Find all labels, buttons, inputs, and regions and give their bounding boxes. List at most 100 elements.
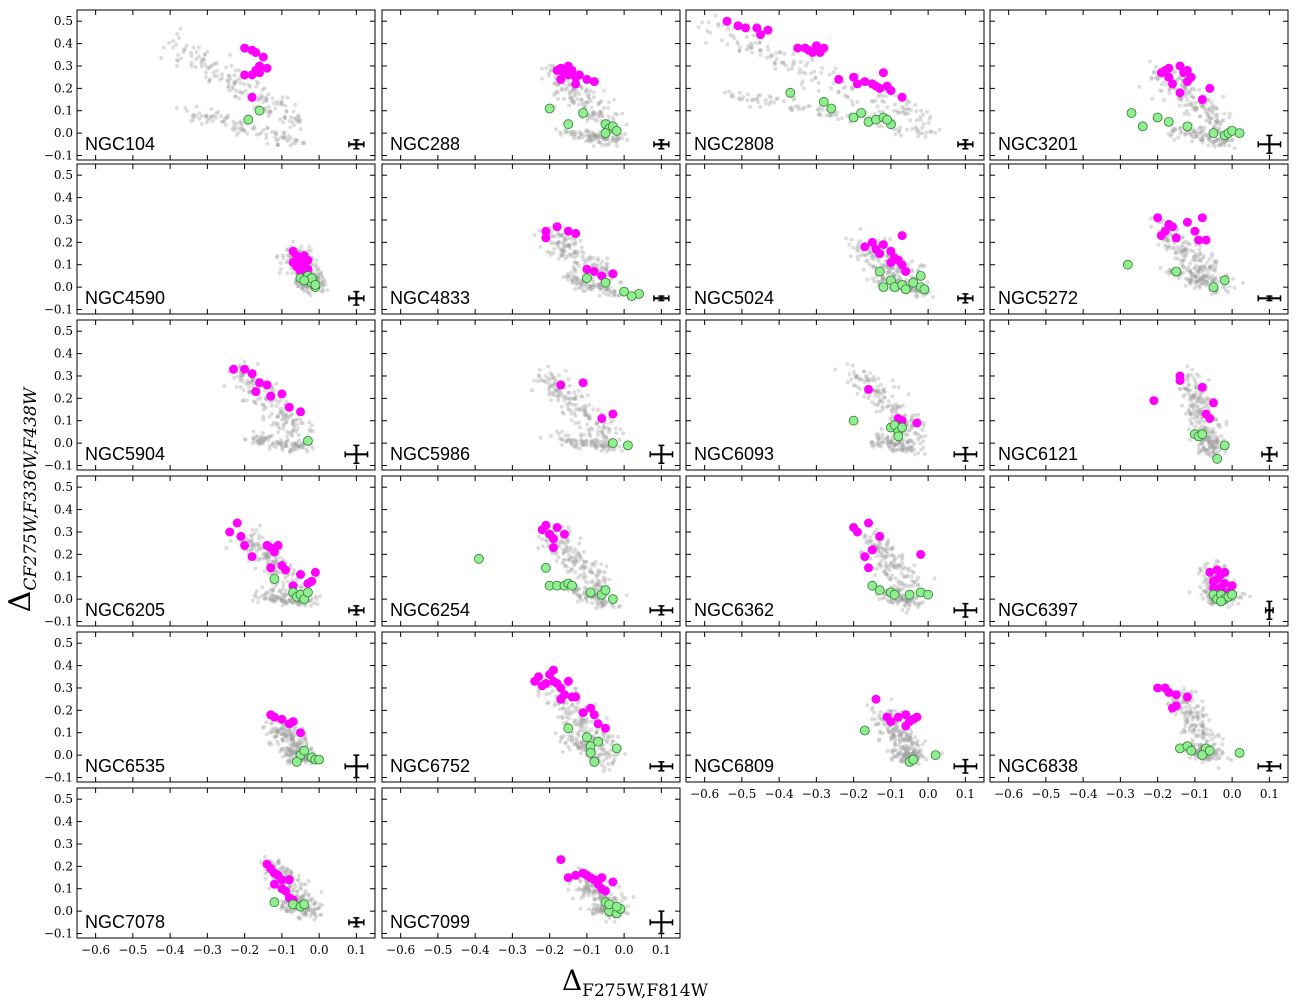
background-star [199, 61, 204, 66]
background-star [1200, 133, 1205, 138]
background-star [766, 48, 771, 53]
background-star [571, 279, 576, 284]
background-star [817, 111, 822, 116]
magenta-star [574, 70, 584, 80]
background-star [879, 558, 884, 563]
background-star [279, 102, 284, 106]
magenta-star [255, 378, 264, 388]
background-star [758, 48, 763, 53]
background-star [589, 570, 594, 575]
background-star [1186, 242, 1190, 246]
background-star [597, 425, 601, 430]
background-star [559, 538, 564, 543]
background-star [239, 373, 244, 378]
background-star [296, 443, 301, 448]
background-star [1186, 427, 1191, 432]
background-star [700, 20, 705, 25]
background-star [295, 602, 300, 607]
background-star [599, 109, 604, 114]
background-star [260, 556, 265, 561]
background-star [191, 112, 196, 117]
background-star [1211, 446, 1216, 451]
background-star [601, 265, 606, 270]
background-star [895, 108, 900, 113]
background-star [281, 422, 286, 427]
background-star [302, 140, 307, 145]
background-star [278, 596, 283, 601]
background-star [910, 126, 915, 131]
background-star [266, 104, 271, 109]
background-star [881, 554, 886, 559]
background-star [582, 412, 587, 417]
background-star [880, 98, 885, 103]
background-star [256, 438, 261, 443]
background-star [241, 128, 246, 133]
background-star [288, 447, 293, 452]
background-star [790, 63, 795, 68]
background-star [257, 547, 261, 551]
magenta-star [560, 529, 569, 539]
background-star [1195, 403, 1200, 408]
background-star [1175, 77, 1180, 82]
background-star [731, 94, 736, 99]
background-star [892, 443, 897, 448]
background-star [895, 404, 900, 409]
background-star [1202, 274, 1207, 278]
background-star [571, 136, 576, 141]
background-star [1192, 394, 1197, 399]
background-star [298, 444, 303, 449]
background-star [905, 599, 910, 604]
background-star [596, 135, 601, 140]
background-star [1217, 422, 1222, 427]
background-star [244, 398, 249, 403]
background-star [567, 96, 572, 101]
background-star [1207, 120, 1212, 125]
background-star [175, 58, 180, 63]
background-star [594, 446, 598, 451]
ticks [990, 10, 1288, 160]
background-star [1197, 270, 1202, 275]
background-star [858, 226, 863, 231]
background-star [573, 267, 577, 272]
background-star [300, 442, 305, 447]
background-star [875, 388, 880, 393]
background-star [1209, 438, 1214, 443]
panel-label: NGC5986 [390, 444, 470, 464]
background-star [599, 443, 604, 448]
background-star [877, 399, 882, 404]
background-star [602, 137, 607, 142]
background-star [1182, 246, 1187, 251]
green-star [585, 587, 596, 598]
background-star [877, 541, 882, 545]
background-star [882, 100, 886, 105]
background-star [1195, 134, 1199, 139]
background-star [1215, 449, 1220, 454]
background-star [264, 96, 269, 101]
background-star [570, 396, 575, 401]
background-star [808, 71, 813, 76]
background-star [601, 422, 606, 427]
background-star [907, 99, 911, 104]
background-star [260, 87, 265, 92]
green-star [878, 282, 889, 293]
background-star [256, 600, 261, 605]
background-star [876, 94, 881, 99]
background-star [892, 441, 896, 446]
background-star [1210, 104, 1215, 109]
background-star [318, 271, 323, 276]
background-star [564, 274, 569, 279]
background-star [179, 56, 184, 61]
background-star [1206, 137, 1211, 142]
green-stars [243, 105, 265, 125]
background-star [1215, 439, 1220, 444]
magenta-star [541, 520, 551, 530]
background-star [1197, 265, 1202, 270]
background-star [763, 98, 768, 102]
background-star [1168, 133, 1173, 138]
background-star [879, 546, 884, 551]
background-star [876, 259, 881, 264]
background-star [261, 439, 266, 444]
background-star [267, 554, 272, 559]
background-star [308, 599, 313, 604]
background-star [1197, 277, 1202, 282]
